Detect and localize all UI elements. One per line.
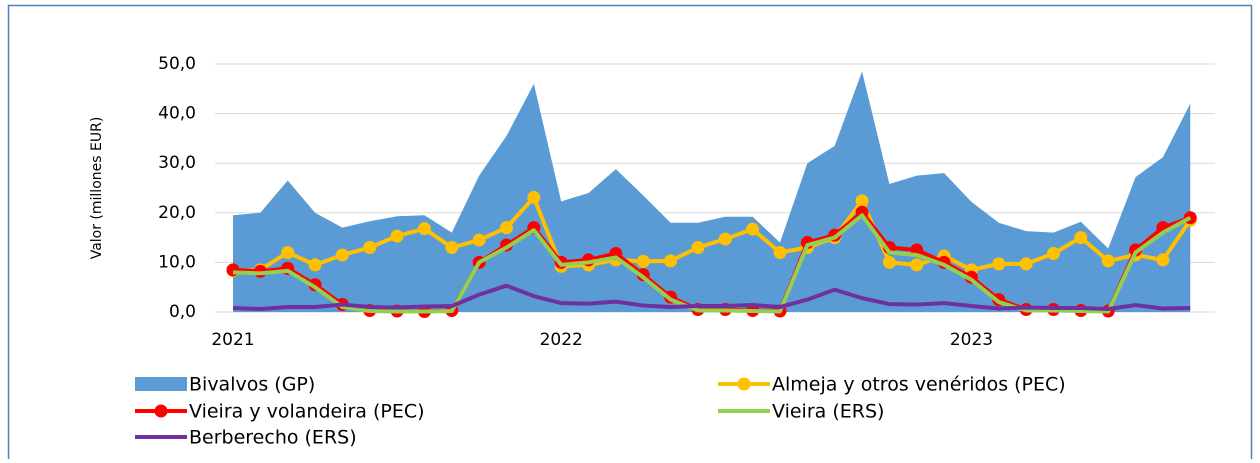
marker	[1019, 257, 1033, 271]
marker	[417, 222, 431, 236]
marker	[527, 190, 541, 204]
marker	[691, 241, 705, 255]
x-tick-label: 2021	[211, 330, 254, 350]
legend-label: Berberecho (ERS)	[189, 427, 357, 449]
marker	[1156, 253, 1170, 267]
marker	[855, 194, 869, 208]
marker	[773, 245, 787, 259]
line	[232, 213, 1192, 314]
area	[233, 71, 1191, 312]
legend-marker	[737, 377, 751, 391]
marker	[664, 254, 678, 268]
x-tick-label: 2023	[950, 330, 993, 350]
y-axis-label: Valor (millones EUR)	[89, 117, 105, 260]
y-tick-label: 40,0	[158, 104, 196, 124]
marker	[335, 248, 349, 262]
marker	[445, 241, 459, 255]
legend-label: Bivalvos (GP)	[189, 374, 315, 396]
y-tick-label: 10,0	[158, 252, 196, 272]
marker	[363, 241, 377, 255]
marker	[308, 258, 322, 272]
marker	[910, 258, 924, 272]
y-tick-label: 20,0	[158, 203, 196, 223]
legend-label: Vieira (ERS)	[772, 401, 884, 423]
marker	[636, 254, 650, 268]
legend-label: Vieira y volandeira (PEC)	[189, 401, 425, 423]
line	[232, 283, 1191, 312]
marker	[882, 255, 896, 269]
legend-swatch	[135, 377, 187, 391]
y-tick-label: 0,0	[169, 302, 196, 322]
legend-marker	[154, 404, 168, 418]
marker	[718, 232, 732, 246]
marker	[1047, 246, 1060, 260]
marker	[500, 221, 513, 235]
marker	[390, 229, 404, 243]
marker	[281, 245, 295, 259]
marker	[472, 233, 486, 247]
legend-label: Almeja y otros venéridos (PEC)	[772, 374, 1066, 396]
x-tick-label: 2022	[540, 330, 583, 350]
marker	[1074, 231, 1088, 245]
y-tick-label: 50,0	[158, 54, 196, 74]
marker	[1101, 254, 1115, 268]
y-tick-label: 30,0	[158, 153, 196, 173]
marker	[746, 222, 760, 236]
marker	[1129, 243, 1143, 257]
marker	[992, 257, 1006, 271]
